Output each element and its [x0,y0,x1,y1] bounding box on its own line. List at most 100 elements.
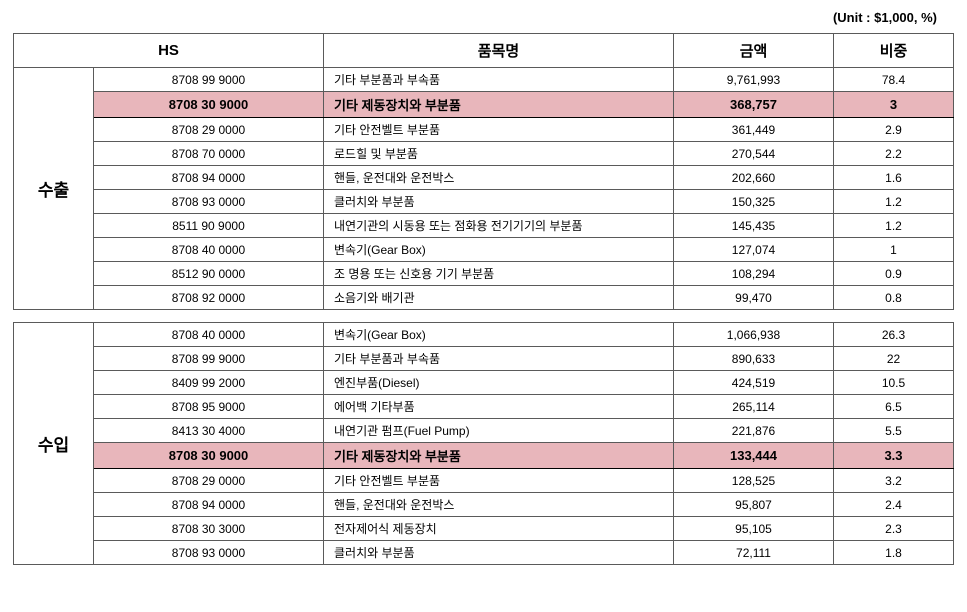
item-name: 기타 부분품과 부속품 [324,347,674,371]
hs-code: 8413 30 4000 [94,419,324,443]
hs-code: 8708 93 0000 [94,190,324,214]
item-name: 엔진부품(Diesel) [324,371,674,395]
hs-code: 8708 95 9000 [94,395,324,419]
category-cell: 수출 [14,68,94,310]
item-name: 소음기와 배기관 [324,286,674,310]
amount-value: 9,761,993 [674,68,834,92]
pct-value: 6.5 [834,395,954,419]
table-row: 8708 93 0000클러치와 부분품150,3251.2 [14,190,954,214]
item-name: 전자제어식 제동장치 [324,517,674,541]
item-name: 내연기관의 시동용 또는 점화용 전기기기의 부분품 [324,214,674,238]
amount-value: 127,074 [674,238,834,262]
amount-value: 1,066,938 [674,323,834,347]
table-row: 8708 94 0000핸들, 운전대와 운전박스95,8072.4 [14,493,954,517]
item-name: 기타 부분품과 부속품 [324,68,674,92]
table-row: 8708 93 0000클러치와 부분품72,1111.8 [14,541,954,565]
item-name: 로드힐 및 부분품 [324,142,674,166]
hs-code: 8708 99 9000 [94,347,324,371]
table-row: 8409 99 2000엔진부품(Diesel)424,51910.5 [14,371,954,395]
pct-value: 22 [834,347,954,371]
unit-label: (Unit : $1,000, %) [10,10,957,25]
pct-value: 0.9 [834,262,954,286]
item-name: 에어백 기타부품 [324,395,674,419]
table-row: 8708 94 0000핸들, 운전대와 운전박스202,6601.6 [14,166,954,190]
amount-value: 95,807 [674,493,834,517]
hs-code: 8708 94 0000 [94,493,324,517]
amount-value: 99,470 [674,286,834,310]
pct-value: 2.2 [834,142,954,166]
hs-code: 8708 93 0000 [94,541,324,565]
table-row: 8708 30 9000기타 제동장치와 부분품368,7573 [14,92,954,118]
item-name: 기타 안전벨트 부분품 [324,469,674,493]
pct-value: 1.6 [834,166,954,190]
table-row: 8708 92 0000소음기와 배기관99,4700.8 [14,286,954,310]
table-row: 8413 30 4000내연기관 펌프(Fuel Pump)221,8765.5 [14,419,954,443]
table-row: 8708 29 0000기타 안전벨트 부분품361,4492.9 [14,118,954,142]
item-name: 기타 안전벨트 부분품 [324,118,674,142]
pct-value: 3.3 [834,443,954,469]
table-row: 8708 30 3000전자제어식 제동장치95,1052.3 [14,517,954,541]
amount-value: 108,294 [674,262,834,286]
hs-code: 8708 99 9000 [94,68,324,92]
table-row: 8708 29 0000기타 안전벨트 부분품128,5253.2 [14,469,954,493]
table-row: 8708 30 9000기타 제동장치와 부분품133,4443.3 [14,443,954,469]
item-name: 조 명용 또는 신호용 기기 부분품 [324,262,674,286]
table-row: 수입8708 40 0000변속기(Gear Box)1,066,93826.3 [14,323,954,347]
pct-value: 1 [834,238,954,262]
export-table: HS품목명금액비중수출8708 99 9000기타 부분품과 부속품9,761,… [13,33,954,310]
amount-value: 361,449 [674,118,834,142]
item-name: 클러치와 부분품 [324,190,674,214]
item-name: 핸들, 운전대와 운전박스 [324,493,674,517]
item-name: 핸들, 운전대와 운전박스 [324,166,674,190]
hs-code: 8512 90 0000 [94,262,324,286]
amount-value: 202,660 [674,166,834,190]
amount-value: 890,633 [674,347,834,371]
amount-value: 72,111 [674,541,834,565]
item-name: 변속기(Gear Box) [324,238,674,262]
amount-value: 128,525 [674,469,834,493]
pct-value: 5.5 [834,419,954,443]
item-name: 클러치와 부분품 [324,541,674,565]
table-row: 수출8708 99 9000기타 부분품과 부속품9,761,99378.4 [14,68,954,92]
hs-code: 8708 70 0000 [94,142,324,166]
table-row: 8511 90 9000내연기관의 시동용 또는 점화용 전기기기의 부분품14… [14,214,954,238]
table-row: 8708 70 0000로드힐 및 부분품270,5442.2 [14,142,954,166]
header-pct: 비중 [834,34,954,68]
table-row: 8708 95 9000에어백 기타부품265,1146.5 [14,395,954,419]
table-header-row: HS품목명금액비중 [14,34,954,68]
hs-code: 8708 94 0000 [94,166,324,190]
category-cell: 수입 [14,323,94,565]
pct-value: 3 [834,92,954,118]
pct-value: 1.2 [834,214,954,238]
item-name: 내연기관 펌프(Fuel Pump) [324,419,674,443]
amount-value: 270,544 [674,142,834,166]
pct-value: 10.5 [834,371,954,395]
hs-code: 8708 29 0000 [94,118,324,142]
pct-value: 3.2 [834,469,954,493]
pct-value: 26.3 [834,323,954,347]
tables-container: HS품목명금액비중수출8708 99 9000기타 부분품과 부속품9,761,… [10,33,957,565]
pct-value: 2.9 [834,118,954,142]
pct-value: 1.2 [834,190,954,214]
table-row: 8708 99 9000기타 부분품과 부속품890,63322 [14,347,954,371]
amount-value: 368,757 [674,92,834,118]
pct-value: 1.8 [834,541,954,565]
amount-value: 221,876 [674,419,834,443]
hs-code: 8409 99 2000 [94,371,324,395]
amount-value: 95,105 [674,517,834,541]
amount-value: 145,435 [674,214,834,238]
table-row: 8512 90 0000조 명용 또는 신호용 기기 부분품108,2940.9 [14,262,954,286]
hs-code: 8511 90 9000 [94,214,324,238]
amount-value: 265,114 [674,395,834,419]
hs-code: 8708 30 9000 [94,92,324,118]
amount-value: 150,325 [674,190,834,214]
item-name: 기타 제동장치와 부분품 [324,443,674,469]
amount-value: 133,444 [674,443,834,469]
header-hs: HS [14,34,324,68]
import-table: 수입8708 40 0000변속기(Gear Box)1,066,93826.3… [13,322,954,565]
header-item: 품목명 [324,34,674,68]
hs-code: 8708 29 0000 [94,469,324,493]
pct-value: 2.4 [834,493,954,517]
header-amount: 금액 [674,34,834,68]
item-name: 변속기(Gear Box) [324,323,674,347]
